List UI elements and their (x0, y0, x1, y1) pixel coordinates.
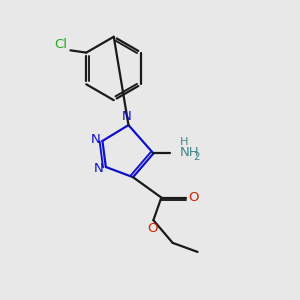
Text: N: N (121, 110, 131, 122)
Text: Cl: Cl (54, 38, 67, 51)
Text: N: N (91, 133, 100, 146)
Text: H: H (180, 137, 188, 147)
Text: N: N (94, 162, 104, 175)
Text: O: O (147, 222, 158, 235)
Text: 2: 2 (193, 152, 200, 162)
Text: NH: NH (179, 146, 199, 159)
Text: O: O (188, 191, 198, 204)
